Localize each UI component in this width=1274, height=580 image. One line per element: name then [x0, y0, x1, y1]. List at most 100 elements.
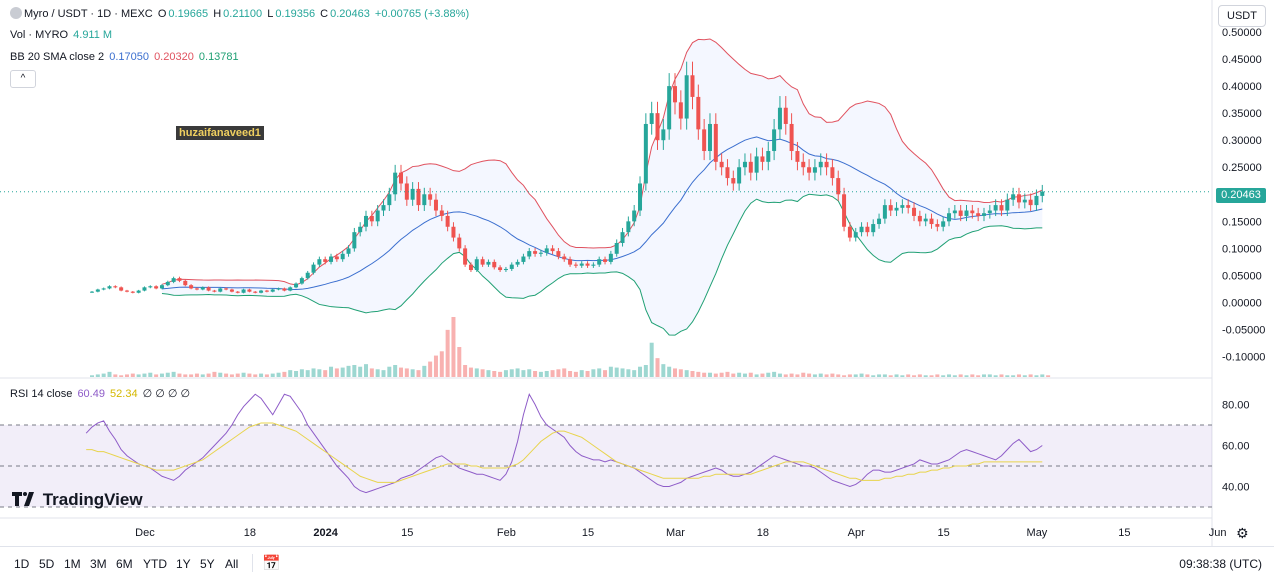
candle: [766, 151, 771, 162]
range-5y-button[interactable]: 5Y: [200, 557, 215, 571]
volume-bar: [993, 375, 998, 377]
volume-bar: [264, 374, 269, 377]
candle: [818, 161, 823, 168]
range-6m-button[interactable]: 6M: [116, 557, 133, 571]
candle: [690, 75, 695, 97]
volume-bar: [533, 371, 538, 377]
candle: [509, 264, 514, 269]
rsi-ma-value: 52.34: [110, 388, 138, 400]
time-tick-label: May: [1027, 527, 1048, 539]
symbol-title: Myro / USDT · 1D · MEXC: [24, 8, 153, 20]
range-5d-button[interactable]: 5D: [39, 557, 55, 571]
volume-bar: [935, 374, 940, 377]
volume-bar: [398, 367, 403, 377]
candle: [981, 213, 986, 216]
bb-basis-line: [161, 136, 1043, 291]
volume-bar: [393, 365, 398, 377]
settings-gear-icon[interactable]: ⚙: [1236, 525, 1249, 541]
volume-bar: [573, 371, 578, 377]
rsi-ma-line: [86, 422, 1043, 483]
volume-bar: [789, 373, 794, 377]
candle: [608, 253, 613, 262]
candle: [964, 210, 969, 216]
volume-bar: [754, 374, 759, 377]
volume-bar: [1034, 375, 1039, 377]
volume-bar: [311, 368, 316, 377]
candle: [812, 167, 817, 173]
price-tick-label: 0.50000: [1222, 27, 1262, 39]
volume-bar: [253, 374, 258, 377]
time-tick-label: Feb: [497, 527, 516, 539]
candle: [124, 290, 129, 292]
tradingview-logo: TradingView: [12, 490, 143, 510]
candle: [894, 207, 899, 211]
volume-bar: [923, 375, 928, 377]
collapse-legend-button[interactable]: ^: [10, 70, 36, 88]
volume-bar: [439, 351, 444, 377]
volume-bar: [696, 371, 701, 377]
price-chart[interactable]: 0.50000 0.45000 0.40000 0.35000 0.30000 0.250…: [0, 0, 1274, 546]
volume-bar: [643, 365, 648, 377]
range-1d-button[interactable]: 1D: [14, 557, 30, 571]
coin-icon: [10, 7, 22, 19]
candle: [1034, 195, 1039, 206]
currency-button[interactable]: USDT: [1218, 5, 1266, 27]
time-tick-label: 18: [244, 527, 256, 539]
volume-bar: [101, 373, 106, 377]
volume-bar: [259, 373, 264, 377]
volume-bar: [358, 366, 363, 377]
price-tick-label: 0.25000: [1222, 162, 1262, 174]
volume-bar: [999, 374, 1004, 377]
volume-bar: [177, 373, 182, 377]
candle: [148, 286, 153, 288]
range-1y-button[interactable]: 1Y: [176, 557, 191, 571]
candle: [346, 248, 351, 254]
candle: [824, 161, 829, 168]
candle: [358, 226, 363, 233]
volume-bar: [189, 374, 194, 377]
candle: [585, 263, 590, 266]
volume-bar: [929, 375, 934, 377]
range-all-button[interactable]: All: [225, 557, 239, 571]
candle: [713, 123, 718, 162]
range-ytd-button[interactable]: YTD: [143, 557, 167, 571]
candle: [177, 278, 182, 281]
volume-bar: [614, 367, 619, 377]
candle: [667, 86, 672, 130]
candle: [958, 210, 963, 216]
volume-bar: [200, 374, 205, 377]
volume-bar: [941, 375, 946, 377]
candle: [364, 215, 369, 227]
volume-bar: [853, 374, 858, 377]
volume-bar: [725, 371, 730, 377]
candle: [673, 86, 677, 103]
candle: [999, 205, 1004, 211]
volume-bar: [329, 366, 334, 377]
candle: [1016, 194, 1021, 203]
volume-bar: [900, 375, 905, 377]
ohlc-c-label: C: [320, 8, 329, 20]
candle: [311, 264, 316, 273]
volume-bar: [457, 347, 462, 377]
rsi-line: [85, 392, 1043, 494]
volume-bar: [1005, 375, 1010, 377]
range-3m-button[interactable]: 3M: [90, 557, 107, 571]
candle: [165, 281, 170, 286]
rsi-label: RSI 14 close: [10, 388, 73, 400]
range-1m-button[interactable]: 1M: [64, 557, 81, 571]
ohlc-o-value: 0.19665: [168, 8, 209, 20]
volume-bar: [247, 373, 252, 377]
candle: [206, 287, 211, 291]
candle: [533, 251, 538, 254]
volume-bar: [119, 375, 124, 377]
time-tick-label: 15: [938, 527, 950, 539]
symbol-legend: Myro / USDT · 1D · MEXC O 0.19665 H 0.2110…: [10, 7, 471, 20]
volume-bar: [346, 365, 351, 377]
candle: [136, 290, 141, 293]
candle: [661, 129, 666, 141]
volume-bar: [964, 375, 969, 377]
date-range-calendar-icon[interactable]: 📅: [262, 555, 281, 572]
volume-bar: [958, 374, 963, 377]
candle: [474, 259, 479, 271]
candle: [556, 251, 561, 257]
